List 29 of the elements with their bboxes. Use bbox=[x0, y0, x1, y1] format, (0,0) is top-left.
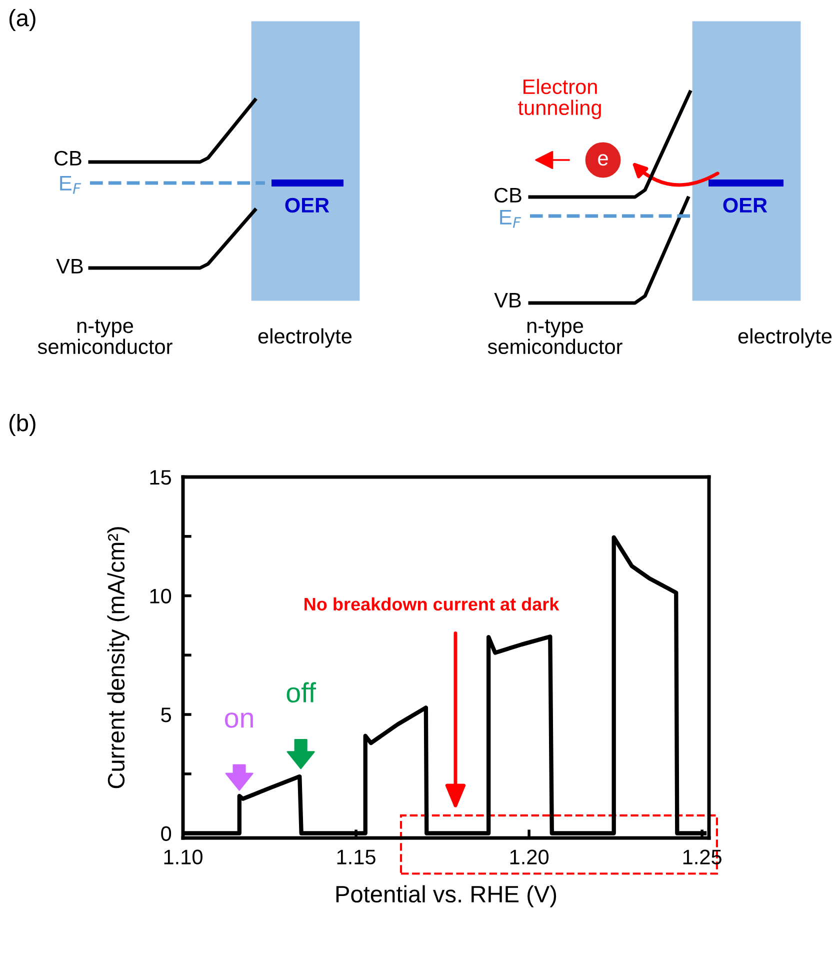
text: electrolyte bbox=[738, 328, 832, 348]
text: CB bbox=[54, 150, 82, 166]
chart-title: (b) bbox=[9, 414, 36, 436]
text: VB bbox=[56, 259, 83, 274]
text: OER bbox=[285, 198, 330, 213]
y-tick-label: 15 bbox=[150, 470, 172, 485]
text: (a) bbox=[9, 8, 36, 31]
annotation: off bbox=[286, 682, 316, 703]
y-tick-label: 10 bbox=[150, 588, 172, 604]
y-axis-title: Current density (mA/cm²) bbox=[107, 527, 130, 788]
text: electrolyte bbox=[258, 328, 352, 348]
text: VB bbox=[494, 293, 521, 308]
text: n-type semiconductor bbox=[488, 319, 622, 354]
x-tick-label: 1.25 bbox=[683, 850, 722, 864]
text: CB bbox=[494, 188, 522, 203]
annotation: No breakdown current at dark bbox=[304, 597, 560, 611]
y-tick-label: 5 bbox=[161, 708, 172, 722]
text: E$_{F}$ bbox=[60, 176, 82, 194]
annotation: on bbox=[225, 712, 253, 728]
text: Electron tunneling bbox=[518, 78, 601, 120]
text: e bbox=[598, 154, 608, 166]
text: OER bbox=[723, 198, 768, 213]
text: n-type semiconductor bbox=[38, 319, 172, 354]
text: E$_{F}$ bbox=[500, 210, 522, 228]
x-axis-title: Potential vs. RHE (V) bbox=[336, 885, 556, 908]
x-tick-label: 1.15 bbox=[337, 850, 376, 864]
x-tick-label: 1.10 bbox=[164, 850, 202, 864]
x-tick-label: 1.20 bbox=[510, 850, 549, 864]
y-tick-label: 0 bbox=[161, 826, 172, 842]
